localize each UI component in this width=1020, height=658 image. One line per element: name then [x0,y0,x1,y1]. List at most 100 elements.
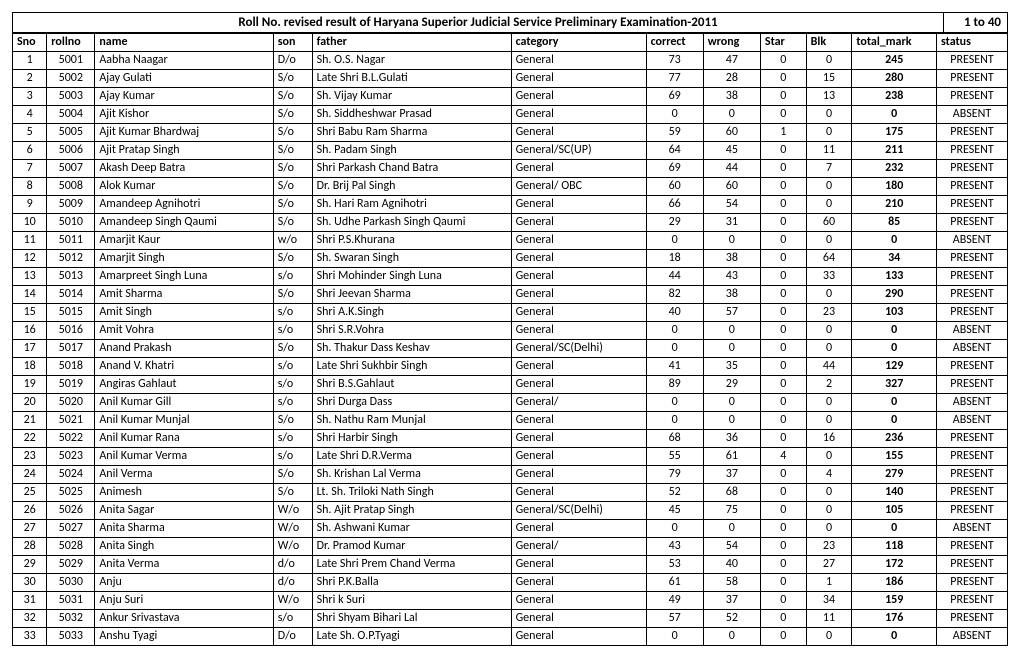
cell-sno: 29 [13,556,47,574]
cell-star: 0 [760,484,806,502]
cell-rollno: 5026 [47,502,95,520]
cell-star: 0 [760,358,806,376]
cell-blk: 0 [806,502,852,520]
cell-category: General [511,88,646,106]
cell-name: Akash Deep Batra [95,160,273,178]
cell-star: 0 [760,520,806,538]
cell-total: 0 [852,106,937,124]
cell-name: Anita Sharma [95,520,273,538]
cell-total: 159 [852,592,937,610]
cell-rollno: 5007 [47,160,95,178]
cell-sno: 16 [13,322,47,340]
table-row: 75007Akash Deep BatraS/oShri Parkash Cha… [13,160,1008,178]
cell-total: 0 [852,322,937,340]
table-row: 165016Amit Vohras/oShri S.R.VohraGeneral… [13,322,1008,340]
cell-correct: 0 [646,322,703,340]
cell-correct: 73 [646,52,703,70]
cell-category: General [511,52,646,70]
cell-wrong: 31 [703,214,760,232]
cell-star: 0 [760,412,806,430]
cell-name: Alok Kumar [95,178,273,196]
cell-total: 210 [852,196,937,214]
cell-sno: 19 [13,376,47,394]
col-name: name [95,34,273,52]
cell-star: 0 [760,610,806,628]
cell-status: PRESENT [937,466,1008,484]
cell-father: Late Shri D.R.Verma [312,448,511,466]
cell-status: PRESENT [937,484,1008,502]
cell-son: W/o [273,502,312,520]
cell-category: General [511,160,646,178]
cell-blk: 23 [806,538,852,556]
cell-rollno: 5032 [47,610,95,628]
cell-wrong: 60 [703,178,760,196]
cell-name: Amarjit Singh [95,250,273,268]
cell-rollno: 5018 [47,358,95,376]
cell-status: PRESENT [937,358,1008,376]
cell-star: 0 [760,394,806,412]
cell-total: 280 [852,70,937,88]
cell-blk: 0 [806,394,852,412]
cell-status: PRESENT [937,70,1008,88]
cell-son: S/o [273,142,312,160]
cell-rollno: 5006 [47,142,95,160]
table-row: 135013Amarpreet Singh Lunas/oShri Mohind… [13,268,1008,286]
cell-status: ABSENT [937,322,1008,340]
cell-rollno: 5024 [47,466,95,484]
table-row: 55005Ajit Kumar BhardwajS/oShri Babu Ram… [13,124,1008,142]
cell-blk: 0 [806,196,852,214]
cell-wrong: 37 [703,466,760,484]
cell-correct: 0 [646,628,703,646]
cell-category: General [511,520,646,538]
cell-correct: 57 [646,610,703,628]
table-row: 255025AnimeshS/oLt. Sh. Triloki Nath Sin… [13,484,1008,502]
cell-son: S/o [273,412,312,430]
cell-star: 0 [760,592,806,610]
cell-son: W/o [273,538,312,556]
table-row: 305030Anjud/oShri P.K.BallaGeneral615801… [13,574,1008,592]
cell-son: d/o [273,556,312,574]
col-father: father [312,34,511,52]
cell-correct: 55 [646,448,703,466]
cell-category: General [511,196,646,214]
cell-category: General/ [511,394,646,412]
cell-wrong: 40 [703,556,760,574]
cell-status: ABSENT [937,520,1008,538]
cell-wrong: 0 [703,340,760,358]
cell-category: General [511,430,646,448]
cell-rollno: 5021 [47,412,95,430]
title-row: Roll No. revised result of Haryana Super… [13,13,1008,33]
cell-status: PRESENT [937,448,1008,466]
cell-blk: 0 [806,124,852,142]
cell-correct: 29 [646,214,703,232]
cell-son: s/o [273,322,312,340]
cell-rollno: 5016 [47,322,95,340]
cell-father: Sh. Vijay Kumar [312,88,511,106]
cell-correct: 49 [646,592,703,610]
table-row: 195019Angiras Gahlauts/oShri B.S.Gahlaut… [13,376,1008,394]
cell-correct: 0 [646,412,703,430]
cell-star: 0 [760,322,806,340]
col-sno: Sno [13,34,47,52]
cell-sno: 32 [13,610,47,628]
cell-name: Animesh [95,484,273,502]
cell-correct: 59 [646,124,703,142]
cell-correct: 43 [646,538,703,556]
cell-category: General/SC(Delhi) [511,502,646,520]
table-row: 205020Anil Kumar Gills/oShri Durga DassG… [13,394,1008,412]
table-row: 15001Aabha NaagarD/oSh. O.S. NagarGenera… [13,52,1008,70]
cell-status: PRESENT [937,124,1008,142]
cell-rollno: 5028 [47,538,95,556]
cell-son: S/o [273,124,312,142]
cell-total: 105 [852,502,937,520]
cell-sno: 4 [13,106,47,124]
cell-total: 129 [852,358,937,376]
cell-blk: 11 [806,142,852,160]
cell-category: General [511,268,646,286]
cell-total: 186 [852,574,937,592]
cell-blk: 0 [806,322,852,340]
cell-name: Ajit Pratap Singh [95,142,273,160]
cell-status: PRESENT [937,304,1008,322]
cell-name: Ajay Kumar [95,88,273,106]
cell-father: Shri Shyam Bihari Lal [312,610,511,628]
